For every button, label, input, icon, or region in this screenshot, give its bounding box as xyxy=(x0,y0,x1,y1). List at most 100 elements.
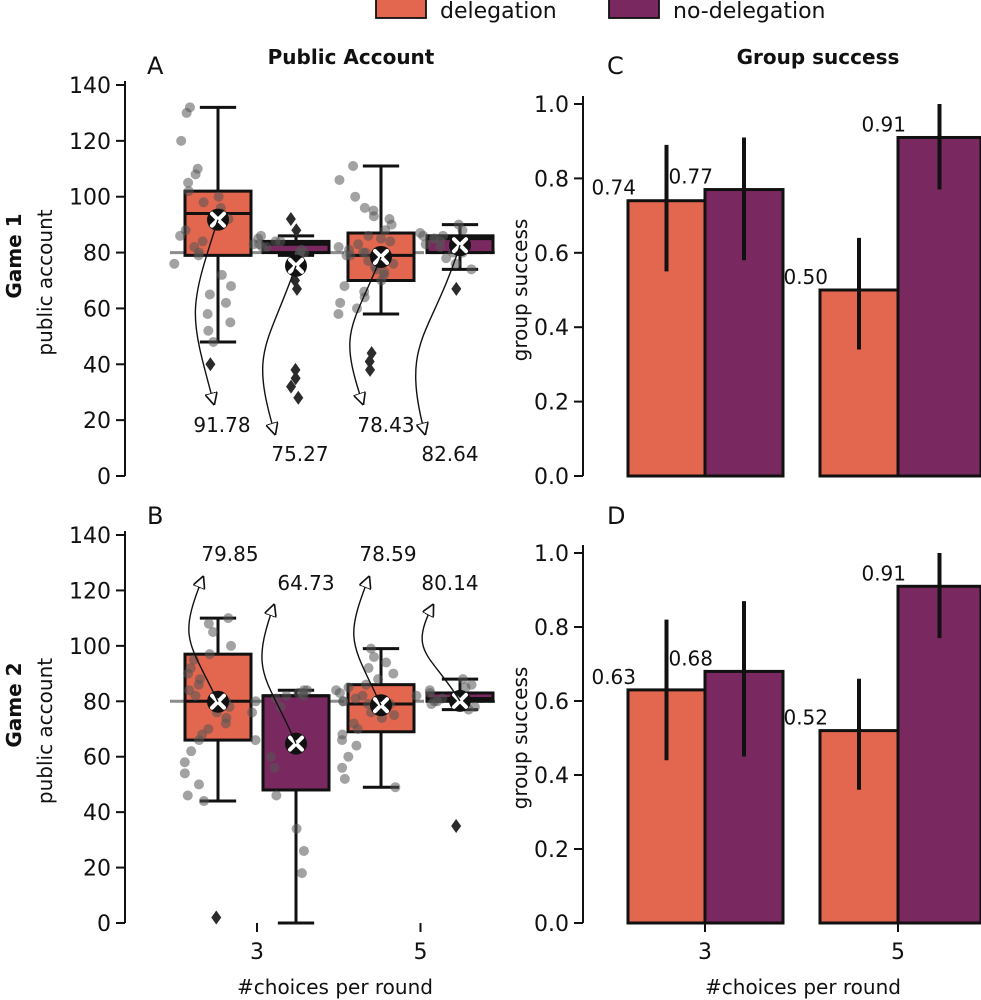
bar-value-label: 0.91 xyxy=(861,112,906,136)
outlier-point xyxy=(205,357,216,372)
outlier-point xyxy=(290,371,301,386)
panel-letter-b: B xyxy=(147,502,163,530)
data-point xyxy=(376,275,387,286)
mean-label: 80.14 xyxy=(421,571,478,595)
data-point xyxy=(360,679,371,690)
y-tick-label: 80 xyxy=(83,690,111,715)
data-point xyxy=(350,191,361,202)
data-point xyxy=(339,773,350,784)
data-point xyxy=(183,668,194,679)
data-point xyxy=(333,241,344,252)
data-point xyxy=(425,687,436,698)
y-tick-label: 80 xyxy=(83,242,111,267)
y-tick-label: 60 xyxy=(83,746,111,771)
y-axis-label: public account xyxy=(33,209,57,355)
data-point xyxy=(466,264,477,275)
y-tick-label: 0 xyxy=(97,465,111,490)
data-point xyxy=(175,230,186,241)
data-point xyxy=(343,682,354,693)
data-point xyxy=(182,790,193,801)
mean-label: 75.27 xyxy=(271,442,328,466)
data-point xyxy=(426,699,437,710)
y-axis-label: group success xyxy=(508,667,532,810)
data-point xyxy=(281,690,292,701)
y-tick-label: 100 xyxy=(69,635,111,660)
y-tick-label: 120 xyxy=(69,130,111,155)
outlier-point xyxy=(285,212,296,227)
xlabel-left: #choices per round xyxy=(237,975,433,999)
mean-marker xyxy=(373,248,389,265)
y-tick-label: 0.0 xyxy=(534,465,569,490)
y-tick-label: 0 xyxy=(97,912,111,937)
data-point xyxy=(193,679,204,690)
data-point xyxy=(296,868,307,879)
y-tick-label: 1.0 xyxy=(534,93,569,118)
mean-arrow xyxy=(421,605,461,702)
data-point xyxy=(339,281,350,292)
data-point xyxy=(334,687,345,698)
outlier-point xyxy=(364,354,375,369)
mean-label: 79.85 xyxy=(201,542,258,566)
data-point xyxy=(183,177,194,188)
y-axis-label: public account xyxy=(33,658,57,804)
data-point xyxy=(193,250,204,261)
bar-value-label: 0.63 xyxy=(591,665,636,689)
outlier-point xyxy=(211,910,222,925)
panel-a-boxplot: 0 20 40 60 80 100 120 140 public account 91.78 78.… xyxy=(33,74,495,490)
data-point xyxy=(460,682,471,693)
bar-value-label: 0.77 xyxy=(668,165,713,189)
title-public-account: Public Account xyxy=(268,45,435,69)
data-point xyxy=(220,297,231,308)
data-point xyxy=(368,211,379,222)
data-point xyxy=(247,707,258,718)
data-point xyxy=(298,845,309,856)
data-point xyxy=(435,241,446,252)
y-tick-label: 20 xyxy=(83,409,111,434)
outlier-point xyxy=(291,281,302,296)
data-point xyxy=(179,757,190,768)
bar-value-label: 0.91 xyxy=(861,561,906,585)
y-tick-label: 0.6 xyxy=(534,242,569,267)
data-point xyxy=(338,696,349,707)
y-tick-label: 140 xyxy=(69,74,111,99)
data-point xyxy=(418,230,429,241)
panel-c-barchart: 0.0 0.2 0.4 0.6 0.8 1.0 group success 0.74 0.50 0… xyxy=(508,93,981,490)
y-tick-label: 0.4 xyxy=(534,764,569,789)
data-point xyxy=(457,674,468,685)
data-point xyxy=(204,289,215,300)
data-point xyxy=(183,186,194,197)
bar-value-label: 0.50 xyxy=(783,265,828,289)
panel-letter-a: A xyxy=(147,52,164,80)
x-tick-label: 3 xyxy=(250,940,264,965)
row-label-game2: Game 2 xyxy=(2,662,26,747)
data-point xyxy=(348,160,359,171)
row-label-game1: Game 1 xyxy=(2,213,26,298)
mean-arrow xyxy=(188,577,219,703)
data-point xyxy=(389,710,400,721)
bar-value-label: 0.68 xyxy=(668,646,713,670)
bar-value-label: 0.52 xyxy=(783,706,828,730)
y-tick-label: 0.8 xyxy=(534,167,569,192)
data-point xyxy=(368,651,379,662)
data-point xyxy=(204,649,215,660)
mean-arrow xyxy=(261,605,297,744)
data-point xyxy=(176,135,187,146)
data-point xyxy=(359,202,370,213)
data-point xyxy=(335,297,346,308)
data-point xyxy=(203,618,214,629)
y-tick-label: 0.2 xyxy=(534,838,569,863)
data-point xyxy=(203,325,214,336)
data-point xyxy=(186,746,197,757)
bar-no-delegation-3 xyxy=(703,188,785,478)
y-tick-label: 140 xyxy=(69,524,111,549)
data-point xyxy=(334,174,345,185)
y-axis-label: group success xyxy=(508,219,532,362)
data-point xyxy=(265,751,276,762)
mean-label: 64.73 xyxy=(277,571,334,595)
data-point xyxy=(216,269,227,280)
data-point xyxy=(390,782,401,793)
y-tick-label: 40 xyxy=(83,353,111,378)
data-point xyxy=(208,336,219,347)
mean-marker xyxy=(452,237,468,254)
